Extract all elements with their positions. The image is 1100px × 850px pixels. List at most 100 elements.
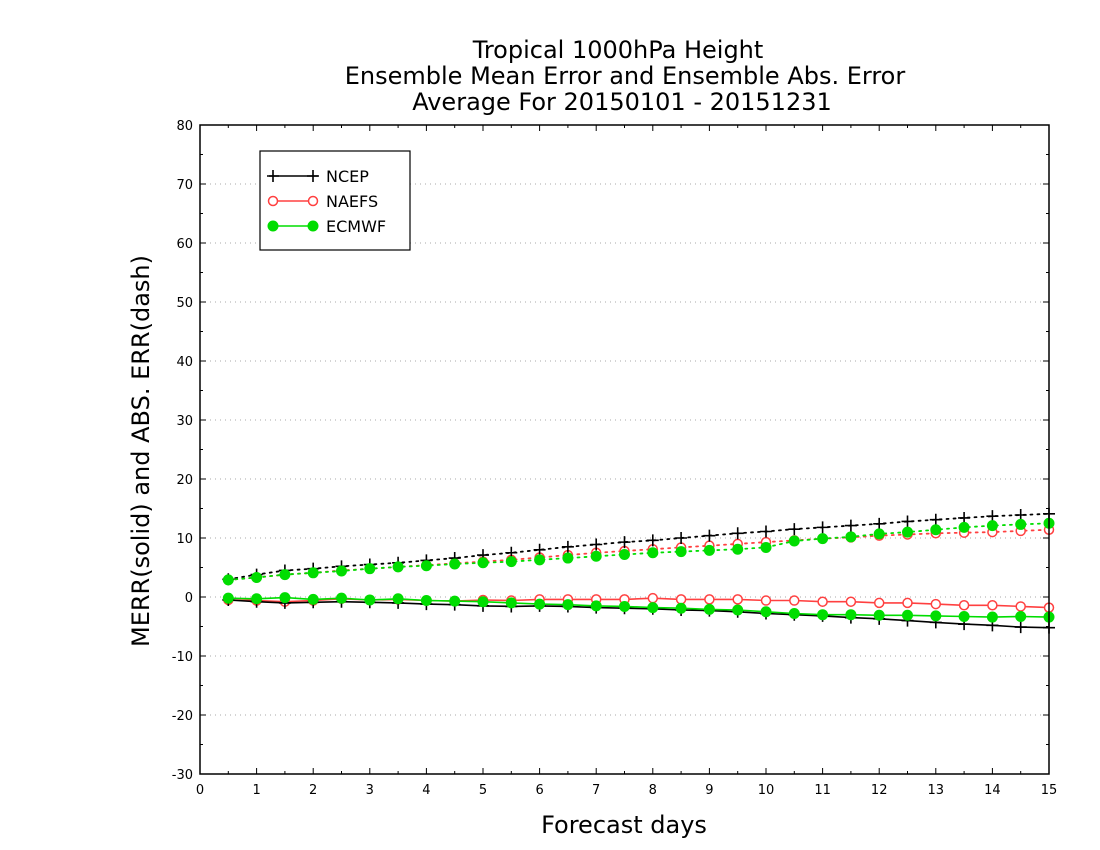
y-tick-label: 60 (176, 237, 193, 252)
series-ecmwf-abs-err-point (902, 526, 913, 538)
y-tick-label: 80 (176, 119, 193, 134)
x-tick-label: 5 (479, 783, 487, 798)
series-ncep-abs-err-point (844, 519, 857, 532)
series-ecmwf-merr-point (251, 593, 263, 605)
series-ecmwf-merr-point (986, 611, 998, 623)
legend-label-ncep: NCEP (326, 167, 369, 186)
series-ecmwf-abs-err-point (449, 558, 461, 570)
x-tick-label: 10 (758, 783, 775, 798)
series-ecmwf-abs-err-point (364, 563, 376, 575)
y-tick-label: -20 (172, 709, 193, 724)
series-ecmwf-merr-point (505, 597, 517, 609)
x-tick-label: 12 (871, 783, 888, 798)
legend: NCEP NAEFS ECMWF (259, 150, 411, 251)
series-ncep-abs-err-point (873, 517, 886, 530)
legend-marker-ecmwf (267, 220, 279, 232)
series-ecmwf-abs-err-point (251, 572, 263, 584)
x-tick-label: 9 (705, 783, 713, 798)
series-naefs-merr-point (845, 596, 857, 607)
y-tick-label: 40 (176, 355, 193, 370)
series-ecmwf-abs-err-point (279, 569, 291, 581)
series-naefs-abs-err-line (227, 528, 1050, 581)
series-ecmwf-abs-err-point (590, 550, 602, 562)
series-ncep-abs-err-point (816, 521, 829, 534)
series-naefs-merr-point (647, 592, 659, 604)
series-ecmwf-abs-err-point (675, 546, 687, 558)
series-ecmwf-merr-point (760, 606, 772, 618)
y-tick-label: 30 (176, 414, 193, 429)
legend-marker-ecmwf (307, 220, 319, 232)
series-ecmwf-abs-err-point (420, 560, 432, 572)
y-tick-label: 10 (176, 532, 193, 547)
series-ecmwf-merr-point (420, 595, 432, 607)
y-tick-label: -10 (172, 650, 193, 665)
series-ecmwf-merr-point (562, 599, 574, 611)
y-tick-label: 70 (176, 178, 193, 193)
series-ecmwf-merr-point (336, 592, 347, 604)
legend-label-naefs: NAEFS (326, 192, 378, 211)
series-ecmwf-merr-point (703, 603, 715, 615)
y-axis-ticks: -30 -20 -10 0 10 20 30 40 50 60 70 80 (172, 119, 1049, 783)
series-ecmwf-abs-err-point (392, 561, 404, 573)
x-tick-label: 7 (592, 783, 600, 798)
series-ncep-abs-err-point (760, 525, 772, 538)
y-tick-label: 50 (176, 296, 193, 311)
series-ecmwf-abs-err-point (986, 520, 998, 532)
series-ecmwf-merr-point (930, 610, 942, 622)
series-ecmwf-abs-err-point (336, 565, 347, 577)
series-ncep-abs-err-point (731, 527, 744, 540)
series-ecmwf-abs-err-point (505, 556, 517, 568)
series-naefs-merr-point (958, 600, 970, 611)
x-tick-label: 1 (252, 783, 260, 798)
series-naefs-merr-point (987, 600, 998, 611)
series-ecmwf-merr-point (590, 600, 602, 612)
series-ecmwf-merr-point (477, 596, 489, 608)
series-ecmwf-abs-err-point (958, 521, 970, 533)
x-tick-label: 4 (422, 783, 430, 798)
series-naefs-merr-point (704, 594, 715, 605)
series-ecmwf-merr-point (675, 602, 687, 614)
x-tick-label: 3 (366, 783, 374, 798)
series-ecmwf-merr-point (279, 592, 291, 604)
chart-title-line-1: Tropical 1000hPa Height (472, 36, 764, 64)
x-tick-label: 0 (196, 783, 204, 798)
y-axis-label: MERR(solid) and ABS. ERR(dash) (127, 255, 155, 647)
series-naefs-merr-point (675, 594, 687, 605)
series-ecmwf-abs-err-line (227, 522, 1050, 581)
chart-title-line-3: Average For 20150101 - 20151231 (412, 88, 832, 116)
legend-marker-naefs (307, 195, 319, 207)
series-ecmwf-abs-err-point (703, 544, 715, 556)
series-ecmwf-abs-err-point (732, 543, 744, 555)
y-tick-label: 0 (185, 591, 193, 606)
series-ecmwf-merr-point (619, 600, 630, 612)
series-ncep-abs-err-point (561, 540, 574, 553)
series-ecmwf-merr-point (873, 609, 885, 621)
series-naefs-merr-point (732, 594, 743, 605)
series-naefs-merr-point (902, 597, 913, 609)
series-naefs-merr-point (930, 598, 942, 610)
series-ecmwf-abs-err-point (760, 541, 772, 553)
series-ecmwf-merr-point (364, 594, 376, 606)
y-tick-label: -30 (172, 768, 193, 783)
series-ncep-abs-err-point (590, 538, 603, 551)
series-naefs-merr-point (760, 595, 772, 606)
series-naefs-merr-point (817, 596, 828, 607)
series-ncep-abs-err-point (901, 515, 914, 528)
x-tick-label: 13 (928, 783, 945, 798)
series-ecmwf-abs-err-point (647, 547, 659, 559)
series-ecmwf-abs-err-point (1015, 518, 1027, 530)
series-ecmwf-merr-point (647, 602, 659, 614)
plot-frame (199, 124, 1050, 775)
chart-title-line-2: Ensemble Mean Error and Ensemble Abs. Er… (345, 62, 906, 90)
series-ncep-abs-err-point (929, 513, 942, 526)
series-ecmwf-abs-err-point (845, 531, 857, 543)
series-ecmwf-abs-err-point (562, 552, 574, 564)
series-ecmwf-abs-err-point (930, 524, 942, 536)
series-ecmwf-abs-err-point (477, 557, 489, 569)
legend-marker-naefs (267, 195, 279, 207)
x-tick-label: 15 (1041, 783, 1058, 798)
series-naefs-merr-point (789, 595, 800, 606)
legend-label-ecmwf: ECMWF (326, 217, 386, 236)
series-ecmwf-abs-err-point (222, 574, 234, 586)
